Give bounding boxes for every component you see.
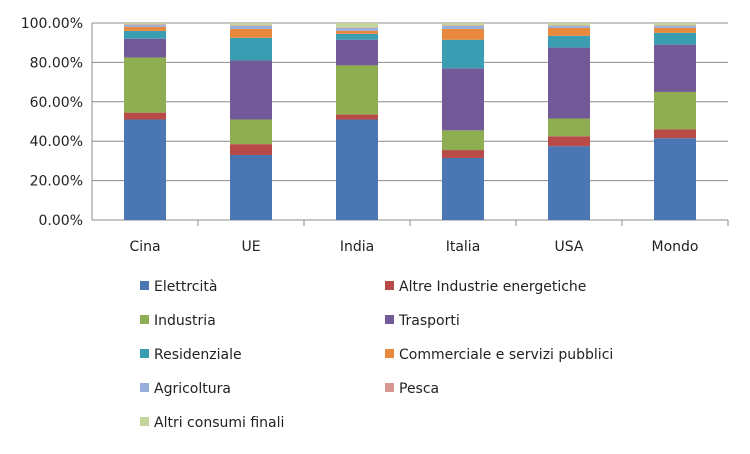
bar-segment-usa-5 bbox=[548, 36, 590, 48]
bar-segment-cina-4 bbox=[124, 39, 166, 58]
bar-segment-usa-8 bbox=[548, 25, 590, 26]
bar-segment-mondo-7 bbox=[654, 26, 696, 28]
bar-segment-india-2 bbox=[336, 115, 378, 120]
bar-segment-italia-6 bbox=[442, 29, 484, 40]
bar-segment-cina-5 bbox=[124, 31, 166, 39]
bar-segment-india-1 bbox=[336, 120, 378, 220]
legend-label: Altre Industrie energetiche bbox=[399, 279, 586, 295]
bar-segment-usa-7 bbox=[548, 26, 590, 28]
bar-segment-india-5 bbox=[336, 34, 378, 40]
bar-segment-usa-1 bbox=[548, 146, 590, 220]
bar-segment-ue-7 bbox=[230, 26, 272, 29]
bar-segment-cina-8 bbox=[124, 24, 166, 25]
bar-segment-italia-5 bbox=[442, 40, 484, 69]
legend-swatch bbox=[385, 349, 394, 358]
bar-segment-mondo-8 bbox=[654, 25, 696, 26]
bar-segment-italia-9 bbox=[442, 23, 484, 25]
bar-segment-usa-4 bbox=[548, 48, 590, 119]
x-tick-label: India bbox=[340, 239, 374, 255]
legend-label: Altri consumi finali bbox=[154, 415, 284, 431]
bar-segment-mondo-1 bbox=[654, 138, 696, 220]
x-tick-label: Italia bbox=[446, 239, 481, 255]
bar-segment-usa-3 bbox=[548, 119, 590, 137]
bar-segment-italia-8 bbox=[442, 25, 484, 26]
bar-segment-india-3 bbox=[336, 65, 378, 114]
legend-label: Trasporti bbox=[398, 313, 460, 329]
bar-segment-cina-6 bbox=[124, 27, 166, 31]
x-tick-label: Mondo bbox=[652, 239, 699, 255]
bar-segment-india-9 bbox=[336, 23, 378, 28]
bar-segment-ue-5 bbox=[230, 38, 272, 61]
bar-segment-italia-4 bbox=[442, 68, 484, 130]
bar-segment-india-7 bbox=[336, 28, 378, 31]
x-tick-label: UE bbox=[241, 239, 260, 255]
bar-segment-ue-1 bbox=[230, 155, 272, 220]
legend-label: Commerciale e servizi pubblici bbox=[399, 347, 613, 363]
bar-segment-italia-1 bbox=[442, 158, 484, 220]
y-tick-label: 0.00% bbox=[39, 213, 83, 229]
bar-segment-italia-3 bbox=[442, 130, 484, 150]
y-tick-label: 80.00% bbox=[30, 55, 83, 71]
y-tick-label: 100.00% bbox=[21, 16, 83, 32]
legend-swatch bbox=[140, 315, 149, 324]
legend-label: Industria bbox=[154, 313, 216, 329]
bar-segment-cina-9 bbox=[124, 23, 166, 24]
legend-label: Agricoltura bbox=[154, 381, 231, 397]
bar-segment-india-6 bbox=[336, 31, 378, 34]
bar-segment-mondo-6 bbox=[654, 28, 696, 33]
legend-swatch bbox=[140, 281, 149, 290]
legend-swatch bbox=[385, 383, 394, 392]
bar-segment-ue-8 bbox=[230, 25, 272, 26]
x-tick-label: Cina bbox=[129, 239, 160, 255]
bar-segment-cina-1 bbox=[124, 120, 166, 220]
legend-label: Elettrcità bbox=[154, 279, 217, 295]
bar-segment-mondo-4 bbox=[654, 45, 696, 92]
bar-segment-mondo-3 bbox=[654, 92, 696, 129]
bar-segment-usa-2 bbox=[548, 136, 590, 146]
bar-segment-italia-2 bbox=[442, 150, 484, 158]
y-tick-label: 60.00% bbox=[30, 95, 83, 111]
y-tick-label: 20.00% bbox=[30, 174, 83, 190]
bar-segment-mondo-2 bbox=[654, 129, 696, 138]
legend-swatch bbox=[140, 417, 149, 426]
bar-segment-ue-9 bbox=[230, 23, 272, 25]
bar-segment-cina-2 bbox=[124, 113, 166, 120]
x-tick-label: USA bbox=[555, 239, 584, 255]
bar-segment-india-4 bbox=[336, 40, 378, 66]
legend-label: Residenziale bbox=[154, 347, 242, 363]
y-tick-label: 40.00% bbox=[30, 134, 83, 150]
bar-segment-ue-2 bbox=[230, 144, 272, 155]
bar-segment-mondo-9 bbox=[654, 23, 696, 25]
bar-segment-ue-6 bbox=[230, 29, 272, 38]
legend-swatch bbox=[140, 383, 149, 392]
legend-swatch bbox=[140, 349, 149, 358]
bar-segment-italia-7 bbox=[442, 26, 484, 29]
legend-swatch bbox=[385, 315, 394, 324]
bar-segment-cina-3 bbox=[124, 57, 166, 112]
bar-segment-mondo-5 bbox=[654, 33, 696, 45]
bar-segment-ue-3 bbox=[230, 120, 272, 145]
bar-segment-usa-6 bbox=[548, 28, 590, 36]
bar-segment-ue-4 bbox=[230, 60, 272, 119]
legend-label: Pesca bbox=[399, 381, 439, 397]
bar-segment-cina-7 bbox=[124, 25, 166, 27]
bar-segment-usa-9 bbox=[548, 23, 590, 25]
legend-swatch bbox=[385, 281, 394, 290]
